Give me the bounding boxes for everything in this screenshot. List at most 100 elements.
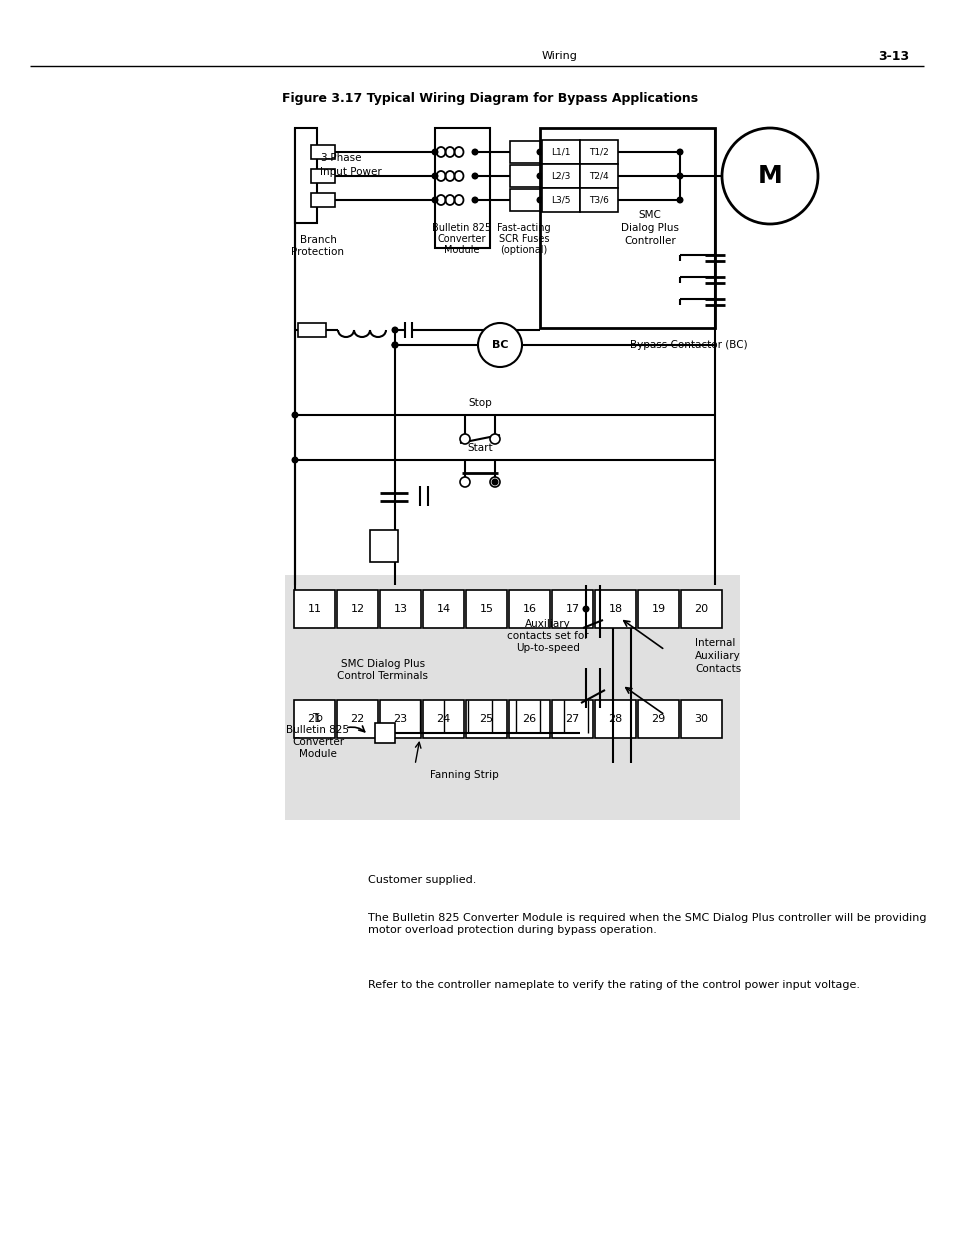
Circle shape xyxy=(391,342,398,348)
Bar xyxy=(285,576,740,820)
Text: 12: 12 xyxy=(350,604,364,614)
Circle shape xyxy=(471,173,478,179)
Circle shape xyxy=(490,477,499,487)
Text: The Bulletin 825 Converter Module is required when the SMC Dialog Plus controlle: The Bulletin 825 Converter Module is req… xyxy=(368,913,925,935)
Bar xyxy=(509,590,550,629)
Text: Branch: Branch xyxy=(299,235,336,245)
Bar xyxy=(595,590,636,629)
Text: Control Terminals: Control Terminals xyxy=(337,671,428,680)
Text: Bypass Contactor (BC): Bypass Contactor (BC) xyxy=(629,340,747,350)
Circle shape xyxy=(292,457,298,463)
Text: Controller: Controller xyxy=(623,236,675,246)
Bar xyxy=(510,165,542,186)
Text: Figure 3.17 Typical Wiring Diagram for Bypass Applications: Figure 3.17 Typical Wiring Diagram for B… xyxy=(282,91,698,105)
Bar xyxy=(638,590,679,629)
Bar xyxy=(311,169,335,183)
Text: Auxiliary: Auxiliary xyxy=(695,651,740,661)
Circle shape xyxy=(292,411,298,419)
Circle shape xyxy=(676,196,682,204)
Bar xyxy=(680,590,721,629)
Text: 21: 21 xyxy=(307,714,321,724)
Text: L3/5: L3/5 xyxy=(551,195,570,205)
Bar xyxy=(375,722,395,743)
Text: 26: 26 xyxy=(522,714,536,724)
Text: L1/1: L1/1 xyxy=(551,147,570,157)
Circle shape xyxy=(391,342,398,348)
Text: Fanning Strip: Fanning Strip xyxy=(430,769,498,781)
Text: (optional): (optional) xyxy=(500,245,547,254)
Text: Start: Start xyxy=(467,443,493,453)
Text: 3-Phase: 3-Phase xyxy=(319,153,361,163)
Text: Up-to-speed: Up-to-speed xyxy=(516,643,579,653)
Circle shape xyxy=(536,148,543,156)
Bar xyxy=(510,189,542,211)
Bar xyxy=(552,700,593,739)
Text: 24: 24 xyxy=(436,714,450,724)
Circle shape xyxy=(676,148,682,156)
Text: Stop: Stop xyxy=(468,398,492,408)
Text: 13: 13 xyxy=(393,604,407,614)
Text: 22: 22 xyxy=(350,714,364,724)
Text: Contacts: Contacts xyxy=(695,664,740,674)
Bar xyxy=(294,128,316,224)
Bar xyxy=(294,590,335,629)
Text: 14: 14 xyxy=(436,604,450,614)
Text: 15: 15 xyxy=(479,604,493,614)
Text: 20: 20 xyxy=(694,604,708,614)
Text: T2/4: T2/4 xyxy=(589,172,608,180)
Circle shape xyxy=(431,148,438,156)
Bar xyxy=(294,700,335,739)
Text: Input Power: Input Power xyxy=(319,167,381,177)
Bar xyxy=(579,164,618,188)
Text: Protection: Protection xyxy=(292,247,344,257)
Bar xyxy=(311,193,335,207)
Text: Auxiliary: Auxiliary xyxy=(524,619,570,629)
Bar xyxy=(509,700,550,739)
Bar xyxy=(311,144,335,159)
Text: Dialog Plus: Dialog Plus xyxy=(620,224,679,233)
Text: Internal: Internal xyxy=(695,638,735,648)
Bar xyxy=(465,590,506,629)
Text: SCR Fuses: SCR Fuses xyxy=(498,233,549,245)
Circle shape xyxy=(676,173,682,179)
Circle shape xyxy=(431,196,438,204)
Bar xyxy=(379,700,420,739)
Bar xyxy=(379,590,420,629)
Text: SMC: SMC xyxy=(638,210,660,220)
Text: 23: 23 xyxy=(393,714,407,724)
Bar xyxy=(541,188,579,212)
Text: Wiring: Wiring xyxy=(541,51,578,61)
Bar xyxy=(539,128,714,329)
Text: Module: Module xyxy=(444,245,479,254)
Text: Module: Module xyxy=(298,748,336,760)
Bar xyxy=(465,700,506,739)
Bar xyxy=(435,128,490,248)
Circle shape xyxy=(431,173,438,179)
Text: 18: 18 xyxy=(608,604,622,614)
Bar xyxy=(638,700,679,739)
Text: 28: 28 xyxy=(608,714,622,724)
Text: Bulletin 825: Bulletin 825 xyxy=(286,725,349,735)
Text: SMC Dialog Plus: SMC Dialog Plus xyxy=(340,659,425,669)
Text: To: To xyxy=(313,713,323,722)
Bar xyxy=(541,164,579,188)
Text: 11: 11 xyxy=(307,604,321,614)
Text: M: M xyxy=(757,164,781,188)
Text: L2/3: L2/3 xyxy=(551,172,570,180)
Text: T3/6: T3/6 xyxy=(588,195,608,205)
Circle shape xyxy=(582,605,589,613)
Bar xyxy=(422,700,463,739)
Circle shape xyxy=(477,324,521,367)
Bar xyxy=(680,700,721,739)
Circle shape xyxy=(459,477,470,487)
Text: 29: 29 xyxy=(651,714,665,724)
Text: Fast-acting: Fast-acting xyxy=(497,224,550,233)
Bar xyxy=(336,700,377,739)
Bar xyxy=(336,590,377,629)
Bar xyxy=(541,140,579,164)
Bar xyxy=(579,140,618,164)
Circle shape xyxy=(536,196,543,204)
Bar xyxy=(297,324,326,337)
Bar xyxy=(510,141,542,163)
Bar xyxy=(579,188,618,212)
